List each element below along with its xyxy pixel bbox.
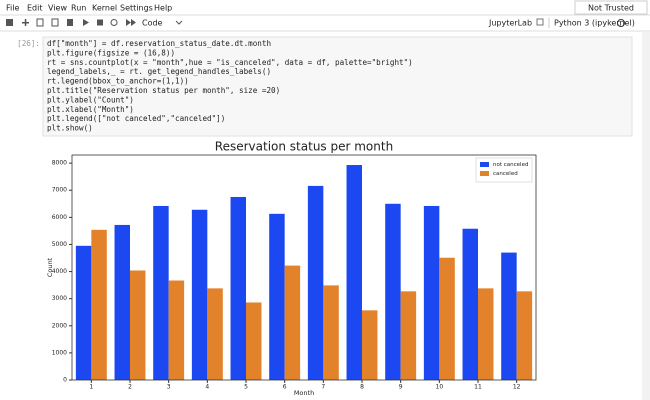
plot-frame: [71, 154, 537, 381]
code-line: legend_labels,_ = rt. get_legend_handles…: [47, 67, 271, 76]
bar: [516, 291, 533, 380]
x-tick-label: 10: [436, 384, 444, 391]
paste-icon[interactable]: [67, 19, 73, 26]
bar: [307, 185, 324, 380]
kernel-name[interactable]: Python 3 (ipykernel): [554, 19, 635, 28]
bar: [130, 270, 146, 380]
menu-item[interactable]: Run: [71, 4, 86, 13]
code-line: plt.show(): [47, 124, 93, 133]
cut-icon[interactable]: [36, 18, 44, 27]
scrollbar[interactable]: [642, 32, 650, 400]
y-tick-label: 6000: [52, 214, 67, 221]
bar: [114, 224, 130, 380]
bar: [269, 213, 285, 380]
legend-label: canceled: [493, 171, 518, 177]
x-tick-label: 7: [321, 384, 325, 391]
code-line: df["month"] = df.reservation_status_date…: [47, 39, 271, 48]
bar: [439, 257, 455, 380]
y-tick-label: 4000: [52, 268, 67, 275]
code-line: plt.xlabel("Month"): [47, 105, 134, 114]
bar: [423, 205, 440, 380]
bar: [385, 203, 401, 380]
menu-item[interactable]: Settings: [120, 4, 153, 13]
bar: [91, 229, 107, 380]
bar: [153, 205, 169, 380]
code-lines: df["month"] = df.reservation_status_date…: [47, 39, 413, 133]
kernel-status: [617, 19, 625, 27]
menu-item[interactable]: File: [6, 4, 19, 13]
cell-prompt: [26]:: [17, 39, 40, 48]
code-line: plt.figure(figsize = (16,8)): [47, 48, 175, 57]
fast-forward-icon[interactable]: [126, 19, 136, 26]
x-tick-label: 4: [205, 384, 209, 391]
y-axis-label: Count: [46, 257, 54, 277]
x-tick-label: 8: [360, 384, 364, 391]
bar: [168, 280, 185, 380]
y-tick-label: 0: [63, 377, 67, 384]
code-line: plt.title("Reservation status per month"…: [47, 86, 280, 95]
code-line: rt = sns.countplot(x = "month",hue = "is…: [47, 58, 413, 67]
legend-swatch: [480, 171, 489, 176]
menu-item[interactable]: Edit: [27, 4, 43, 13]
x-tick-label: 1: [89, 384, 93, 391]
bar: [246, 302, 262, 380]
code-cell[interactable]: [42, 36, 633, 137]
add-icon-v[interactable]: [24, 19, 27, 26]
menu-item[interactable]: Kernel: [92, 4, 117, 13]
toolbar-icons: [6, 18, 136, 27]
code-line: rt.legend(bbox_to_anchor=(1,1)): [47, 77, 189, 86]
y-tick-label: 5000: [52, 241, 67, 248]
x-tick-label: 11: [474, 384, 482, 391]
menu-bar: [0, 0, 650, 15]
bar: [323, 285, 339, 380]
bar: [75, 245, 92, 380]
dropdown-caret[interactable]: [175, 20, 183, 25]
bar: [478, 288, 494, 380]
x-tick-label: 12: [513, 384, 521, 391]
bar: [362, 310, 378, 380]
y-tick-label: 2000: [52, 322, 67, 329]
cell-type[interactable]: Code: [142, 19, 163, 28]
legend-label: not canceled: [493, 162, 528, 168]
bar: [191, 209, 208, 380]
bar: [462, 228, 478, 380]
y-tick-label: 1000: [52, 349, 67, 356]
trust-button[interactable]: [574, 0, 648, 15]
save-icon[interactable]: [6, 19, 13, 26]
bar: [346, 165, 362, 380]
chart-title: Reservation status per month: [215, 140, 393, 154]
stop-icon[interactable]: [97, 19, 103, 26]
x-axis-label: Month: [294, 389, 314, 397]
bar: [284, 265, 301, 380]
legend-swatch: [480, 162, 489, 167]
code-line: plt.ylabel("Count"): [47, 95, 134, 104]
code-line: plt.legend(["not canceled","canceled"]): [47, 114, 225, 123]
x-tick-label: 5: [244, 384, 248, 391]
bar: [207, 288, 223, 380]
x-tick-label: 2: [128, 384, 132, 391]
chart: Reservation status per month Month Count 0 1…: [46, 140, 537, 397]
y-tick-label: 8000: [52, 160, 67, 167]
app-link[interactable]: JupyterLab: [488, 19, 532, 28]
bar: [501, 252, 517, 380]
run-icon[interactable]: [83, 19, 89, 26]
bar: [400, 291, 417, 380]
bar: [230, 197, 246, 380]
restart-icon[interactable]: [110, 19, 118, 26]
x-tick-label: 6: [283, 384, 287, 391]
menu-item[interactable]: Help: [154, 4, 172, 13]
external-icon: [536, 18, 544, 26]
x-tick-label: 3: [167, 384, 171, 391]
y-tick-label: 7000: [52, 187, 67, 194]
copy-icon[interactable]: [51, 18, 59, 27]
menu-item[interactable]: View: [48, 4, 67, 13]
trust-label[interactable]: Not Trusted: [588, 4, 634, 13]
y-tick-label: 3000: [52, 295, 67, 302]
x-tick-label: 9: [399, 384, 403, 391]
